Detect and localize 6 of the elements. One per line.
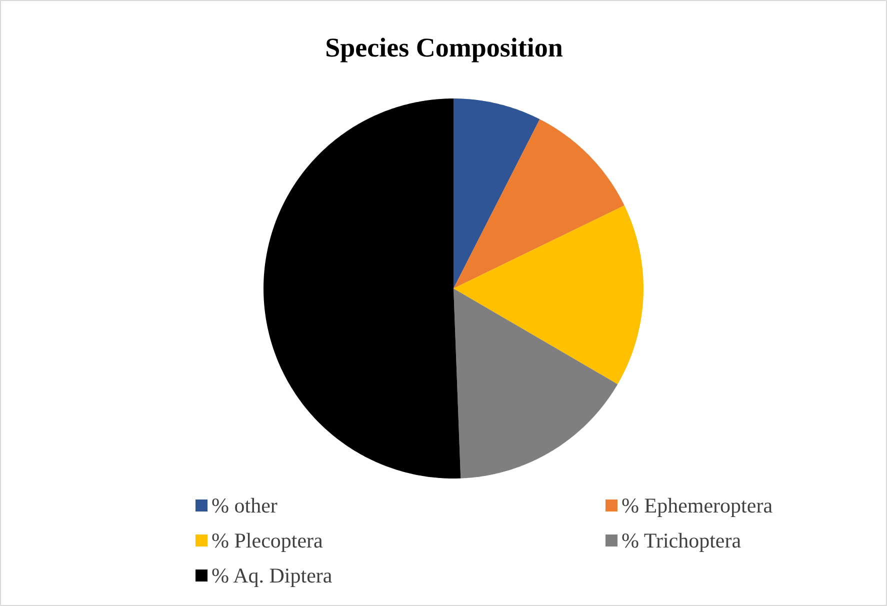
legend-label: % other	[212, 494, 278, 518]
legend-label: % Trichoptera	[622, 528, 742, 552]
chart-title: Species Composition	[325, 32, 563, 62]
legend-label: % Ephemeroptera	[622, 494, 774, 518]
legend-label: % Plecoptera	[212, 528, 324, 552]
legend-label: % Aq. Diptera	[212, 564, 333, 588]
